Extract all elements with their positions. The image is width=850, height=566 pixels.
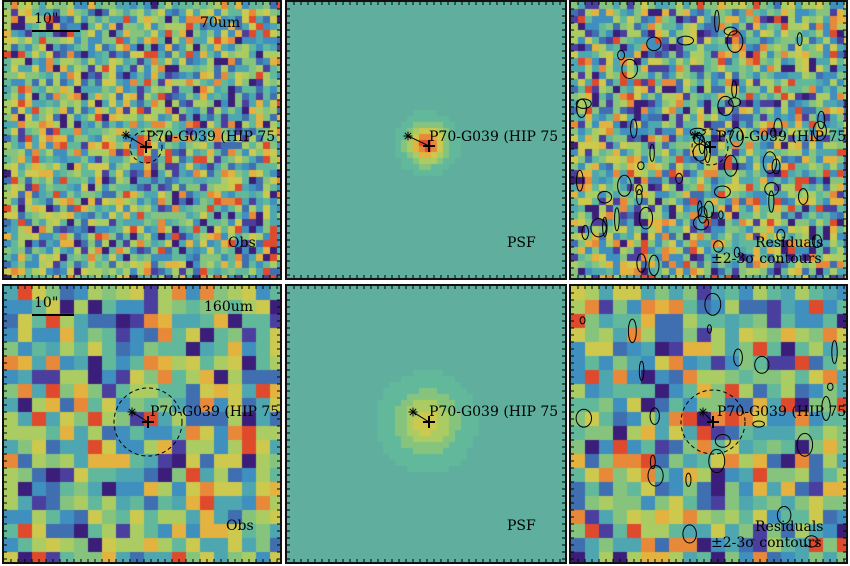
band-label: 160um <box>204 299 254 315</box>
contour-note: ±2-3σ contours <box>711 535 822 551</box>
marker-overlay <box>287 2 565 278</box>
source-label: P70-G039 (HIP 75 <box>150 404 280 420</box>
contour-note: ±2-3σ contours <box>711 251 822 267</box>
obs-image-70um <box>4 2 280 278</box>
contour-overlay <box>571 2 846 278</box>
panel-70um-obs: 10" 70um P70-G039 (HIP 75 Obs <box>2 0 282 280</box>
psf-image-70um <box>287 2 565 278</box>
panel-corner-label: Obs <box>226 518 254 534</box>
source-label: P70-G039 (HIP 75 <box>146 129 276 145</box>
residual-image-160um <box>571 286 846 562</box>
source-label: P70-G039 (HIP 75 <box>429 129 559 145</box>
source-label: P70-G039 (HIP 75 <box>429 404 559 420</box>
source-label: P70-G039 (HIP 75 <box>717 404 847 420</box>
obs-image-160um <box>4 286 280 562</box>
scale-bar-label: 10" <box>34 11 59 27</box>
scale-bar-label: 10" <box>34 295 59 311</box>
panel-corner-label: Residuals <box>755 235 824 251</box>
psf-image-160um <box>287 286 565 562</box>
panel-corner-label: Residuals <box>755 519 824 535</box>
panel-corner-label: PSF <box>507 518 536 534</box>
panel-70um-residuals: P70-G039 (HIP 75 Residuals ±2-3σ contour… <box>569 0 848 280</box>
panel-160um-obs: 10" 160um P70-G039 (HIP 75 Obs <box>2 284 282 564</box>
scale-bar <box>32 314 74 316</box>
marker-overlay <box>287 286 565 562</box>
panel-corner-label: Obs <box>228 235 256 251</box>
panel-corner-label: PSF <box>507 235 536 251</box>
scale-bar <box>32 30 80 32</box>
panel-70um-psf: P70-G039 (HIP 75 PSF <box>285 0 567 280</box>
panel-160um-psf: P70-G039 (HIP 75 PSF <box>285 284 567 564</box>
marker-overlay <box>4 286 280 562</box>
source-label: P70-G039 (HIP 75 <box>717 129 847 145</box>
contour-overlay <box>571 286 846 562</box>
panel-160um-residuals: P70-G039 (HIP 75 Residuals ±2-3σ contour… <box>569 284 848 564</box>
marker-overlay <box>4 2 280 278</box>
band-label: 70um <box>200 15 241 31</box>
residual-image-70um <box>571 2 846 278</box>
